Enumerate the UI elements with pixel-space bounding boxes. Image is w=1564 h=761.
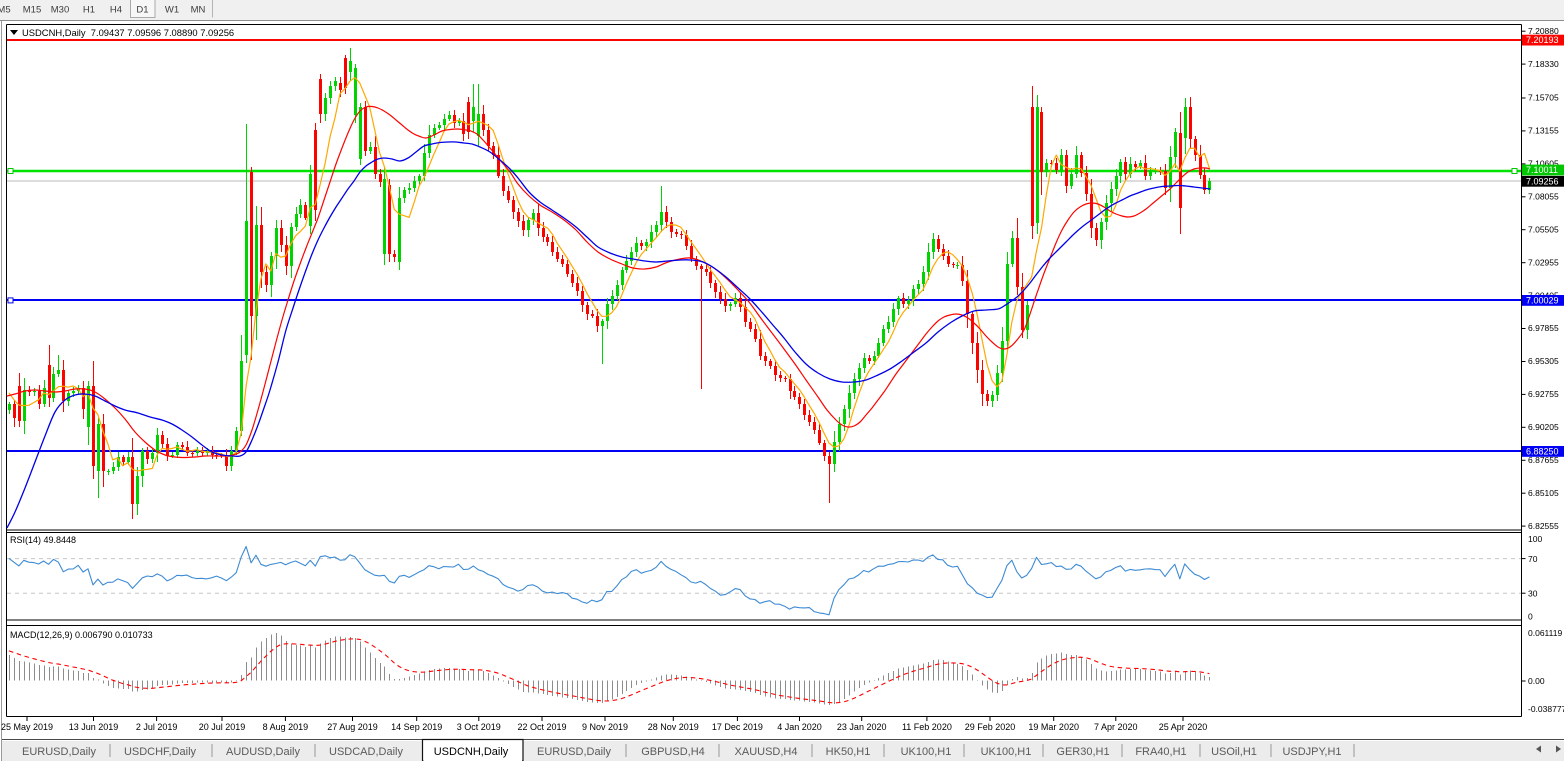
svg-text:HK50,H1: HK50,H1: [826, 746, 871, 758]
svg-text:7.00029: 7.00029: [1526, 296, 1559, 306]
svg-text:100: 100: [1528, 534, 1542, 544]
svg-text:RSI(14) 49.8448: RSI(14) 49.8448: [10, 535, 76, 545]
svg-text:6.87655: 6.87655: [1528, 455, 1559, 465]
svg-text:M30: M30: [51, 5, 69, 16]
svg-text:-0.038777: -0.038777: [1528, 704, 1564, 714]
svg-text:3 Oct 2019: 3 Oct 2019: [457, 722, 501, 732]
svg-text:FRA40,H1: FRA40,H1: [1135, 746, 1186, 758]
svg-text:7.18330: 7.18330: [1528, 59, 1559, 69]
svg-text:7.02955: 7.02955: [1528, 257, 1559, 267]
svg-text:13 Jun 2019: 13 Jun 2019: [69, 722, 119, 732]
svg-text:4 Jan 2020: 4 Jan 2020: [777, 722, 822, 732]
svg-text:6.82555: 6.82555: [1528, 521, 1559, 531]
svg-text:H4: H4: [110, 5, 122, 16]
svg-text:22 Oct 2019: 22 Oct 2019: [517, 722, 566, 732]
svg-text:30: 30: [1528, 589, 1538, 599]
svg-text:28 Nov 2019: 28 Nov 2019: [648, 722, 699, 732]
svg-text:7.20880: 7.20880: [1528, 26, 1559, 36]
svg-text:6.90205: 6.90205: [1528, 422, 1559, 432]
svg-text:7.20193: 7.20193: [1526, 35, 1559, 45]
svg-text:EURUSD,Daily: EURUSD,Daily: [22, 746, 96, 758]
svg-text:7.08055: 7.08055: [1528, 192, 1559, 202]
svg-text:XAUUSD,H4: XAUUSD,H4: [735, 746, 798, 758]
svg-text:USDCAD,Daily: USDCAD,Daily: [329, 746, 403, 758]
svg-text:19 Mar 2020: 19 Mar 2020: [1028, 722, 1079, 732]
svg-text:USDCHF,Daily: USDCHF,Daily: [124, 746, 197, 758]
svg-text:EURUSD,Daily: EURUSD,Daily: [537, 746, 611, 758]
svg-text:27 Aug 2019: 27 Aug 2019: [327, 722, 378, 732]
svg-text:USDCNH,Daily: USDCNH,Daily: [434, 746, 509, 758]
svg-text:29 Feb 2020: 29 Feb 2020: [965, 722, 1016, 732]
svg-text:7.05505: 7.05505: [1528, 224, 1559, 234]
svg-text:25 May 2019: 25 May 2019: [1, 722, 53, 732]
svg-text:70: 70: [1528, 554, 1538, 564]
svg-text:UK100,H1: UK100,H1: [901, 746, 952, 758]
svg-text:0.00: 0.00: [1528, 676, 1545, 686]
svg-text:MACD(12,26,9) 0.006790 0.01073: MACD(12,26,9) 0.006790 0.010733: [10, 630, 153, 640]
svg-text:14 Sep 2019: 14 Sep 2019: [391, 722, 442, 732]
svg-text:7.13155: 7.13155: [1528, 126, 1559, 136]
svg-text:H1: H1: [83, 5, 95, 16]
svg-text:UK100,H1: UK100,H1: [981, 746, 1032, 758]
svg-text:MN: MN: [191, 5, 206, 16]
svg-text:7.09256: 7.09256: [1526, 176, 1559, 186]
svg-text:AUDUSD,Daily: AUDUSD,Daily: [226, 746, 300, 758]
svg-text:6.88250: 6.88250: [1526, 447, 1559, 457]
svg-text:7.15705: 7.15705: [1528, 93, 1559, 103]
svg-text:GBPUSD,H4: GBPUSD,H4: [641, 746, 705, 758]
svg-text:7 Apr 2020: 7 Apr 2020: [1094, 722, 1138, 732]
svg-text:7.10011: 7.10011: [1526, 165, 1558, 175]
svg-text:6.92755: 6.92755: [1528, 389, 1559, 399]
svg-text:0: 0: [1528, 612, 1533, 622]
svg-text:17 Dec 2019: 17 Dec 2019: [712, 722, 763, 732]
svg-text:20 Jul 2019: 20 Jul 2019: [199, 722, 246, 732]
svg-text:23 Jan 2020: 23 Jan 2020: [837, 722, 887, 732]
svg-text:D1: D1: [136, 5, 148, 16]
svg-text:6.85105: 6.85105: [1528, 488, 1559, 498]
svg-text:9 Nov 2019: 9 Nov 2019: [582, 722, 628, 732]
svg-text:0.061119: 0.061119: [1528, 628, 1562, 638]
svg-text:25 Apr 2020: 25 Apr 2020: [1159, 722, 1208, 732]
svg-text:11 Feb 2020: 11 Feb 2020: [902, 722, 952, 732]
svg-text:USDJPY,H1: USDJPY,H1: [1282, 746, 1341, 758]
svg-text:2 Jul 2019: 2 Jul 2019: [136, 722, 178, 732]
svg-text:W1: W1: [165, 5, 179, 16]
svg-text:6.95305: 6.95305: [1528, 356, 1559, 366]
svg-text:USDCNH,Daily 7.09437 7.09596: USDCNH,Daily 7.09437 7.09596 7.08890 7.0…: [22, 27, 234, 38]
svg-text:7.10605: 7.10605: [1528, 159, 1559, 169]
svg-text:6.97855: 6.97855: [1528, 323, 1559, 333]
svg-text:M5: M5: [0, 5, 11, 16]
svg-text:GER30,H1: GER30,H1: [1056, 746, 1109, 758]
svg-text:8 Aug 2019: 8 Aug 2019: [263, 722, 309, 732]
svg-text:M15: M15: [23, 5, 41, 16]
svg-text:USOil,H1: USOil,H1: [1211, 746, 1257, 758]
